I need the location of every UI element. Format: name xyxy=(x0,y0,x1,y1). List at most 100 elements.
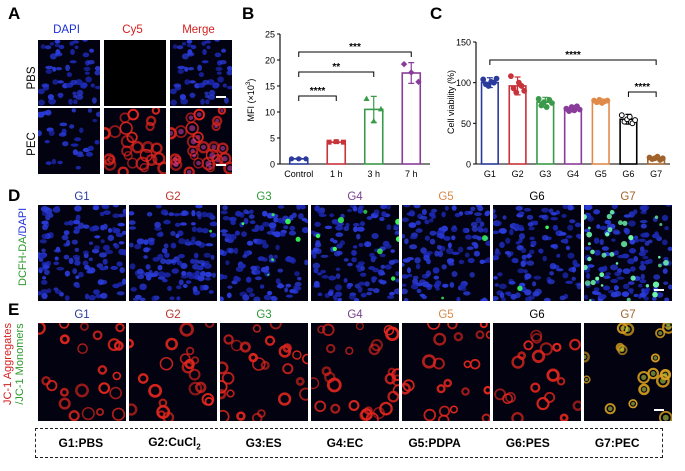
panel-label-c: C xyxy=(430,4,443,23)
data-point xyxy=(659,155,666,162)
d-title-g3: G3 xyxy=(256,191,272,203)
micrograph-d-g6 xyxy=(493,205,581,301)
data-point xyxy=(549,100,555,106)
micrograph-e-g6 xyxy=(493,323,581,421)
x-tick-label: G3 xyxy=(539,169,551,179)
micrograph-d-g2 xyxy=(129,205,217,301)
chart-c: 0 50 100 150 G1 G2 G3 G4 G5 G6 G7 **** **** Cell viab… xyxy=(446,38,670,179)
data-point xyxy=(400,60,408,68)
row-label-pec: PEC xyxy=(26,132,38,156)
scale-bar xyxy=(216,96,226,98)
micrograph-d-g1 xyxy=(38,205,126,301)
bar-G4 xyxy=(563,107,583,165)
data-point xyxy=(535,96,542,102)
e-title-g1: G1 xyxy=(74,309,90,321)
e-title-g6: G6 xyxy=(529,309,545,321)
micrograph-pbs-merge xyxy=(170,40,232,106)
significance-bracket xyxy=(298,71,375,77)
group-legend: G1:PBS G2:CuCl2 G3:ES G4:EC G5:PDPA G6:P… xyxy=(35,428,663,458)
d-title-g6: G6 xyxy=(529,191,545,203)
scale-bar xyxy=(654,409,664,411)
significance-label: **** xyxy=(310,86,326,97)
legend-g1: G1:PBS xyxy=(58,436,104,450)
d-title-g2: G2 xyxy=(165,191,181,203)
legend-g4: G4:EC xyxy=(326,436,364,450)
data-point xyxy=(513,89,520,96)
x-tick-label: Control xyxy=(284,169,313,179)
data-point xyxy=(508,73,514,80)
micrograph-pec-cy5 xyxy=(104,108,166,174)
bar-G6 xyxy=(619,118,638,165)
bar-G1 xyxy=(480,81,499,165)
panel-d-ylabel: DCFH-DA/DAPI xyxy=(17,208,29,287)
legend-g6: G6:PES xyxy=(505,436,550,450)
bar-G3 xyxy=(536,101,555,165)
data-point xyxy=(370,117,377,124)
y-axis-label: Cell viability (%) xyxy=(446,70,456,134)
data-point xyxy=(576,106,583,113)
legend-g3: G3:ES xyxy=(245,436,282,450)
legend-g2: G2:CuCl2 xyxy=(148,435,200,451)
data-point xyxy=(288,156,295,162)
data-point xyxy=(543,104,550,110)
data-point xyxy=(303,156,309,162)
panel-label-e: E xyxy=(8,300,20,319)
data-point xyxy=(518,83,525,89)
y-tick-label: 0 xyxy=(466,160,471,170)
y-tick-label: 20 xyxy=(265,56,275,66)
data-point xyxy=(493,75,500,82)
micrograph-e-g7 xyxy=(584,323,672,421)
bar-G2 xyxy=(508,85,527,165)
row-label-pbs: PBS xyxy=(26,66,38,90)
data-point xyxy=(510,85,517,92)
legend-g5: G5:PDPA xyxy=(408,436,461,450)
data-point xyxy=(618,112,625,119)
significance-bracket xyxy=(298,95,337,101)
e-title-g4: G4 xyxy=(347,309,363,321)
significance-bracket xyxy=(298,51,412,57)
significance-label: **** xyxy=(565,50,581,61)
x-tick-label: 7 h xyxy=(405,169,418,179)
data-point xyxy=(626,113,633,120)
micrograph-d-g7 xyxy=(584,205,672,301)
data-point xyxy=(326,139,332,145)
col-title-dapi: DAPI xyxy=(53,24,80,36)
ylabel-dapi: /DAPI xyxy=(17,207,29,237)
data-point xyxy=(541,99,547,106)
e-title-g3: G3 xyxy=(256,309,272,321)
x-tick-label: 1 h xyxy=(330,169,343,179)
y-tick-label: 15 xyxy=(265,82,275,92)
panel-label-a: A xyxy=(8,4,21,23)
data-point xyxy=(566,108,572,115)
data-point xyxy=(521,87,528,94)
data-point xyxy=(340,139,346,145)
ylabel-jc1-aggregates: JC-1 Aggregates xyxy=(2,323,14,405)
y-axis-label: MFI (×103) xyxy=(245,79,256,122)
e-title-g5: G5 xyxy=(438,309,454,321)
panel-e-ylabel: JC-1 Aggregates /JC-1 Monomers xyxy=(2,321,31,421)
x-tick-label: G7 xyxy=(650,169,662,179)
x-tick-label: 3 h xyxy=(367,169,380,179)
legend-g2-sub: 2 xyxy=(196,442,201,452)
data-point xyxy=(377,105,384,112)
x-tick-label: G4 xyxy=(567,169,579,179)
significance-label: *** xyxy=(349,42,361,53)
panel-label-d: D xyxy=(8,186,21,205)
x-tick-label: G1 xyxy=(484,169,496,179)
micrograph-pec-merge xyxy=(170,108,232,174)
data-point xyxy=(490,79,497,86)
data-point xyxy=(480,76,487,83)
y-tick-label: 10 xyxy=(265,108,275,118)
legend-g2-main: G2:CuCl xyxy=(148,434,197,449)
x-tick-label: G6 xyxy=(622,169,634,179)
e-title-g7: G7 xyxy=(620,309,636,321)
y-tick-label: 50 xyxy=(461,119,471,129)
micrograph-pec-dapi xyxy=(38,108,100,174)
ylabel-dcfh: DCFH-DA xyxy=(17,236,29,287)
micrograph-d-g3 xyxy=(220,205,308,301)
micrograph-pbs-cy5 xyxy=(104,40,166,106)
significance-bracket xyxy=(627,91,657,97)
y-tick-label: 5 xyxy=(270,134,275,144)
d-title-g5: G5 xyxy=(438,191,454,203)
y-tick-label: 25 xyxy=(265,30,275,40)
